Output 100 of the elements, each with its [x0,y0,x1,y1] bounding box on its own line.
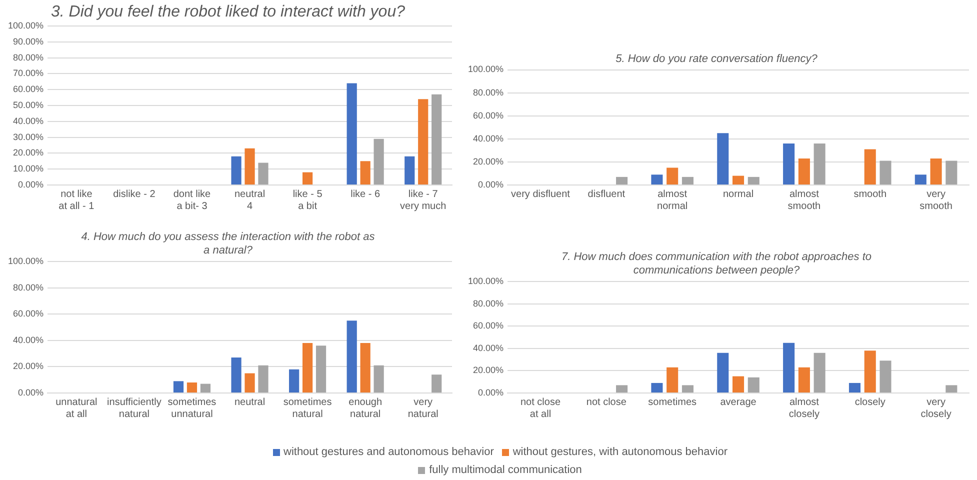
bar [946,385,958,392]
x-tick-label: like - 7 very much [400,188,446,212]
y-tick-label: 100.00% [468,64,504,74]
y-tick-label: 60.00% [13,84,44,94]
y-tick-label: 80.00% [13,52,44,62]
y-tick-label: 10.00% [13,164,44,174]
bar [666,168,678,184]
y-tick-label: 60.00% [13,308,44,319]
bar [360,161,370,184]
bar [666,367,678,392]
y-tick-label: 30.00% [13,132,44,142]
y-tick-label: 0.00% [18,179,44,190]
bar [346,83,357,184]
bar [432,374,442,392]
y-tick-label: 100.00% [8,256,44,266]
bar [231,156,242,184]
y-tick-label: 40.00% [13,116,44,126]
y-tick-label: 60.00% [473,110,504,120]
bar [432,94,442,184]
bar [914,174,926,184]
x-tick-label: disfluent [588,188,626,200]
bar [244,148,255,184]
bar [316,346,326,392]
bar [302,172,313,184]
bar [346,320,357,392]
x-tick-label: insufficiently natural [107,396,162,420]
x-tick-label: sometimes natural [283,396,332,420]
x-tick-label: sometimes unnatural [168,396,216,420]
bar [864,149,876,184]
x-tick-label: not close [586,396,627,408]
chart-title: 3. Did you feel the robot liked to interact with you? [51,3,406,20]
bar [682,385,694,392]
x-tick-label: almost closely [788,396,820,420]
bar [748,176,760,184]
x-tick-label: average [720,396,757,408]
y-tick-label: 60.00% [473,320,504,331]
legend-label: without gestures, with autonomous behavior [512,446,728,458]
bar [374,138,384,184]
bar [783,144,795,184]
bar [798,367,810,392]
bar [616,385,628,392]
x-tick-label: like - 5 a bit [292,188,323,212]
bar [880,160,892,184]
bar [360,343,370,392]
bar [732,376,744,392]
x-tick-label: almost smooth [788,188,821,212]
bar [946,160,958,184]
bar [748,377,760,392]
y-tick-label: 80.00% [473,87,504,98]
bar [173,381,184,392]
x-tick-label: almost normal [657,188,688,212]
bar [880,360,892,392]
chart-title: 4. How much do you assess the interaction with the robot as a natural? [81,230,376,257]
bar [186,382,198,392]
x-tick-label: very disfluent [511,188,570,200]
x-tick-label: smooth [854,188,887,200]
bar [717,133,729,184]
y-tick-label: 70.00% [13,68,44,78]
bar [682,176,694,184]
bar [404,156,415,184]
y-tick-label: 40.00% [13,334,44,345]
bar [374,365,384,392]
bar [200,384,211,392]
bar [231,357,242,392]
bar [814,352,826,392]
bar [783,342,795,392]
bar [258,162,268,184]
y-tick-label: 20.00% [473,365,504,376]
bar [864,350,876,392]
x-tick-label: dont like a bit- 3 [173,188,212,212]
bar [651,174,663,184]
x-tick-label: like - 6 [350,188,380,200]
bar [289,369,300,392]
y-tick-label: 20.00% [13,361,44,372]
x-tick-label: not close at all [520,396,561,420]
bar [302,343,313,392]
x-tick-label: not like at all - 1 [58,188,95,212]
x-tick-label: sometimes [648,396,697,408]
x-tick-label: unnatural at all [56,396,98,420]
y-tick-label: 40.00% [473,342,504,353]
y-tick-label: 50.00% [13,100,44,110]
x-tick-label: very smooth [920,188,952,212]
y-tick-label: 0.00% [18,387,44,398]
bar [258,365,268,392]
y-tick-label: 20.00% [13,148,44,158]
x-tick-label: neutral [234,396,266,408]
y-tick-label: 0.00% [478,179,504,190]
x-tick-label: closely [854,396,886,408]
y-tick-label: 80.00% [473,298,504,308]
y-tick-label: 80.00% [13,282,44,292]
x-tick-label: neutral 4 [234,188,266,212]
y-tick-label: 40.00% [473,133,504,144]
bar [616,176,628,184]
x-tick-label: enough natural [348,396,382,420]
y-tick-label: 100.00% [8,20,44,30]
y-tick-label: 90.00% [13,36,44,46]
x-tick-label: very closely [920,396,952,420]
legend-label: fully multimodal communication [429,464,582,476]
y-tick-label: 20.00% [473,156,504,166]
chart-title: 5. How do you rate conversation fluency? [616,52,818,65]
